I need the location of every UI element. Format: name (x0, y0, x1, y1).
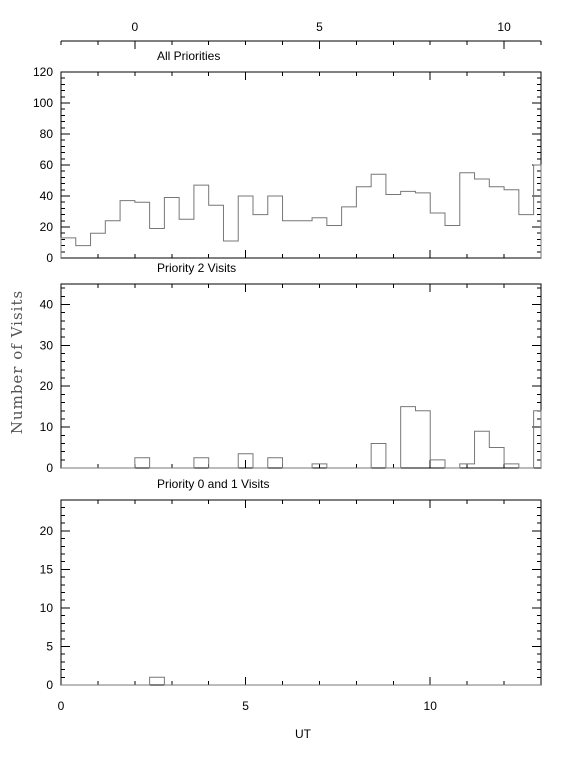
histogram-series (61, 676, 541, 686)
y-tick-label: 5 (46, 639, 53, 653)
top-ut-axis: 0 5 10 (60, 20, 542, 49)
panel-frame (60, 283, 542, 469)
top-tick-label: 10 (497, 20, 511, 34)
panel-2: Priority 2 Visits 0 10 20 30 40 (40, 261, 542, 475)
y-tick-label: 100 (33, 96, 53, 110)
y-tick-label: 80 (40, 127, 54, 141)
x-axis-label: UT (295, 727, 312, 741)
y-tick-label: 10 (40, 420, 54, 434)
y-tick-label: 15 (40, 562, 54, 576)
bottom-tick-label: 10 (424, 699, 438, 713)
y-tick-label: 60 (40, 158, 54, 172)
bottom-tick-label: 5 (242, 699, 249, 713)
panel-3: Priority 0 and 1 Visits 0 5 10 15 20 (40, 477, 542, 692)
panel-1: All Priorities 0 20 40 60 80 100 120 (33, 49, 542, 265)
histogram-series (60, 164, 542, 258)
y-tick-label: 10 (40, 601, 54, 615)
histogram-series (61, 406, 542, 469)
panel-frame (60, 499, 542, 686)
bottom-tick-label: 0 (58, 699, 65, 713)
bottom-ut-axis: 0 5 10 (58, 699, 438, 713)
panel-title: Priority 2 Visits (157, 261, 236, 275)
y-axis-label: Number of Visits (8, 290, 26, 434)
y-tick-label: 30 (40, 338, 54, 352)
y-tick-label: 120 (33, 65, 53, 79)
panel-title: All Priorities (157, 49, 220, 63)
y-tick-label: 20 (40, 220, 54, 234)
panel-frame (60, 71, 542, 259)
top-tick-label: 0 (132, 20, 139, 34)
top-tick-label: 5 (316, 20, 323, 34)
y-tick-label: 40 (40, 189, 54, 203)
y-tick-label: 20 (40, 379, 54, 393)
y-tick-label: 0 (46, 678, 53, 692)
y-tick-label: 40 (40, 297, 54, 311)
y-tick-label: 0 (46, 461, 53, 475)
panel-title: Priority 0 and 1 Visits (157, 477, 270, 491)
y-tick-label: 20 (40, 524, 54, 538)
y-tick-label: 0 (46, 251, 53, 265)
